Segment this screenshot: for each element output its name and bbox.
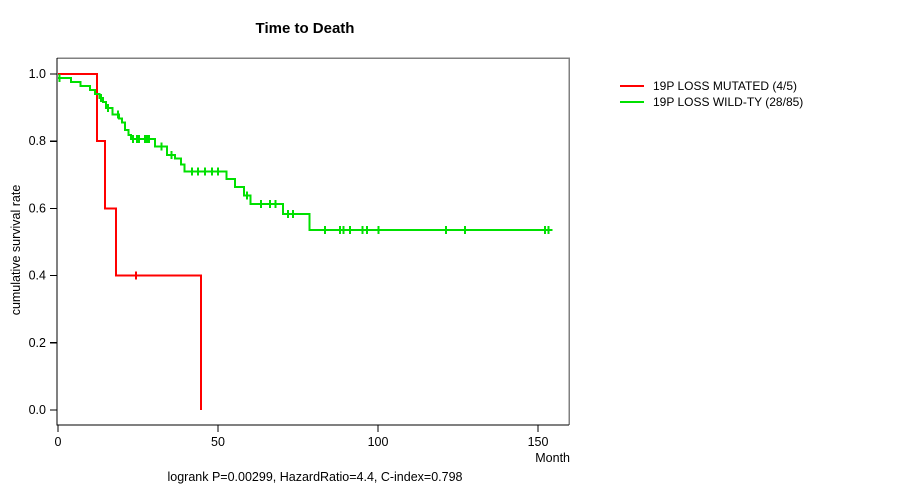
stats-annotation: logrank P=0.00299, HazardRatio=4.4, C-in…: [167, 470, 463, 484]
legend-label-wildtype: 19P LOSS WILD-TY (28/85): [653, 95, 804, 109]
y-axis-tick-label: 0.8: [29, 134, 46, 148]
legend-label-mutated: 19P LOSS MUTATED (4/5): [653, 79, 798, 93]
y-axis-tick-label: 0.2: [29, 336, 46, 350]
x-axis-tick-label: 100: [368, 435, 389, 449]
survival-curve-19p-loss-mutated: [58, 73, 203, 410]
survival-curve-19p-loss-wild-ty: [58, 77, 553, 231]
x-axis-tick-label: 50: [211, 435, 225, 449]
x-axis-label: Month: [535, 451, 570, 465]
x-axis-tick-label: 0: [55, 435, 62, 449]
legend-item-mutated: 19P LOSS MUTATED (4/5): [620, 78, 803, 94]
axis-lines: [56, 58, 569, 426]
y-axis-tick-label: 0.4: [29, 269, 46, 283]
y-axis-tick-label: 0.0: [29, 403, 46, 417]
legend: 19P LOSS MUTATED (4/5) 19P LOSS WILD-TY …: [620, 78, 803, 110]
legend-line-swatch-wildtype: [620, 101, 644, 103]
y-axis-tick-label: 1.0: [29, 67, 46, 81]
y-axis-tick-label: 0.6: [29, 201, 46, 215]
legend-line-swatch-mutated: [620, 85, 644, 87]
chart-title: Time to Death: [255, 20, 355, 37]
legend-item-wildtype: 19P LOSS WILD-TY (28/85): [620, 94, 803, 110]
plot-box-border: [57, 57, 570, 425]
x-axis-tick-label: 150: [528, 435, 549, 449]
